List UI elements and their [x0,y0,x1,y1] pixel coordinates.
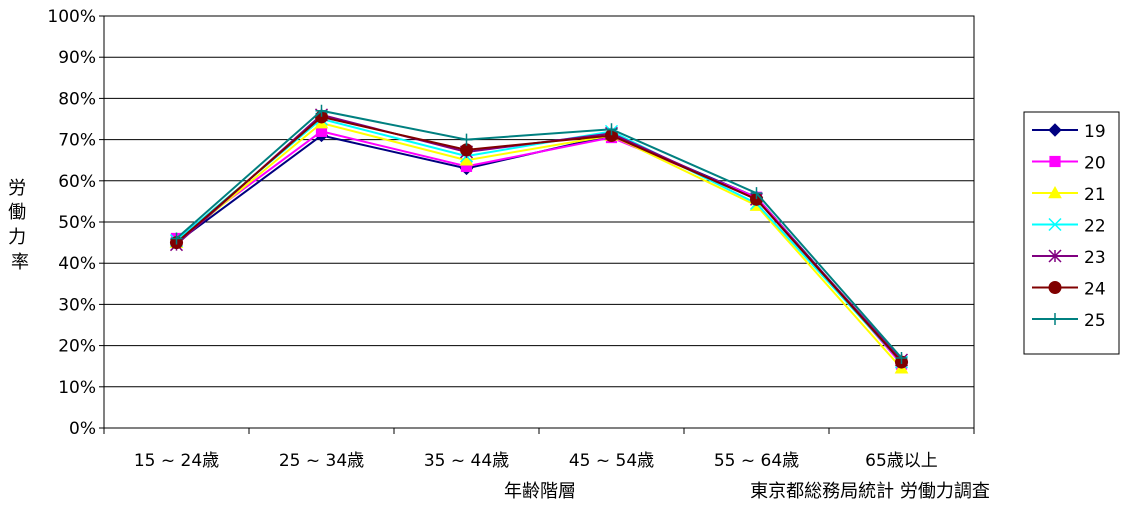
legend-item-19: 19 [1032,122,1106,142]
legend-label: 20 [1084,154,1106,174]
x-tick-label: 35 ~ 44歳 [424,451,509,471]
point-marker [895,351,908,364]
legend-box [1023,111,1120,355]
y-tick-label: 40% [58,254,96,274]
x-tick-label: 55 ~ 64歳 [714,451,799,471]
legend-label: 22 [1084,217,1106,237]
y-tick-label: 10% [58,378,96,398]
x-tick-label: 65歳以上 [865,451,938,471]
point-marker [1048,281,1062,294]
x-axis-ticks: 15 ~ 24歳 25 ~ 34歳 35 ~ 44歳 45 ~ 54歳 55 ~ 64歳… [103,428,975,471]
point-marker [1048,123,1062,137]
point-marker [750,187,763,200]
legend-label: 19 [1084,122,1106,142]
point-marker [605,123,618,136]
source-note: 東京都総務局統計 労働力調査 [750,481,990,502]
legend-item-21: 21 [1032,185,1106,205]
x-tick-label: 45 ~ 54歳 [569,451,654,471]
point-marker [315,104,328,117]
legend-item-23: 23 [1032,248,1106,268]
series-line [175,109,903,359]
legend-label: 23 [1084,248,1106,268]
point-marker [1048,185,1062,199]
gridlines [104,56,974,388]
legend: 19 20 21 22 23 24 25 [1023,111,1120,355]
y-tick-label: 90% [58,48,96,68]
series-lines [169,104,909,374]
y-tick-label: 20% [58,337,96,357]
x-tick-label: 25 ~ 34歳 [279,451,364,471]
y-tick-label: 30% [58,295,96,315]
legend-label: 21 [1084,185,1106,205]
legend-label: 24 [1084,280,1106,300]
point-marker [460,143,473,157]
legend-item-20: 20 [1032,154,1106,174]
point-marker [1048,249,1062,263]
y-tick-label: 0% [69,419,96,439]
y-tick-label: 70% [58,131,96,151]
legend-item-22: 22 [1032,217,1106,237]
legend-label: 25 [1084,311,1106,331]
legend-item-25: 25 [1032,311,1106,331]
series-line [175,117,903,363]
point-marker [1049,313,1061,325]
y-axis-label: 労 働 力 率 [8,178,32,273]
x-tick-label: 15 ~ 24歳 [134,451,219,471]
y-tick-label: 100% [47,7,96,27]
point-marker [460,133,473,146]
legend-item-24: 24 [1032,280,1106,300]
y-tick-label: 50% [58,213,96,233]
y-tick-label: 80% [58,89,96,109]
series-line [175,122,903,369]
x-axis-label: 年齢階層 [504,481,576,502]
series-line [175,115,903,363]
point-marker [170,232,183,245]
y-axis-ticks: 0% 10% 20% 30% 40% 50% 60% 70% 80% 90% 100% [47,7,104,439]
point-marker [1048,217,1062,232]
y-tick-label: 60% [58,172,96,192]
series-25 [170,104,908,364]
point-marker [1049,155,1061,168]
